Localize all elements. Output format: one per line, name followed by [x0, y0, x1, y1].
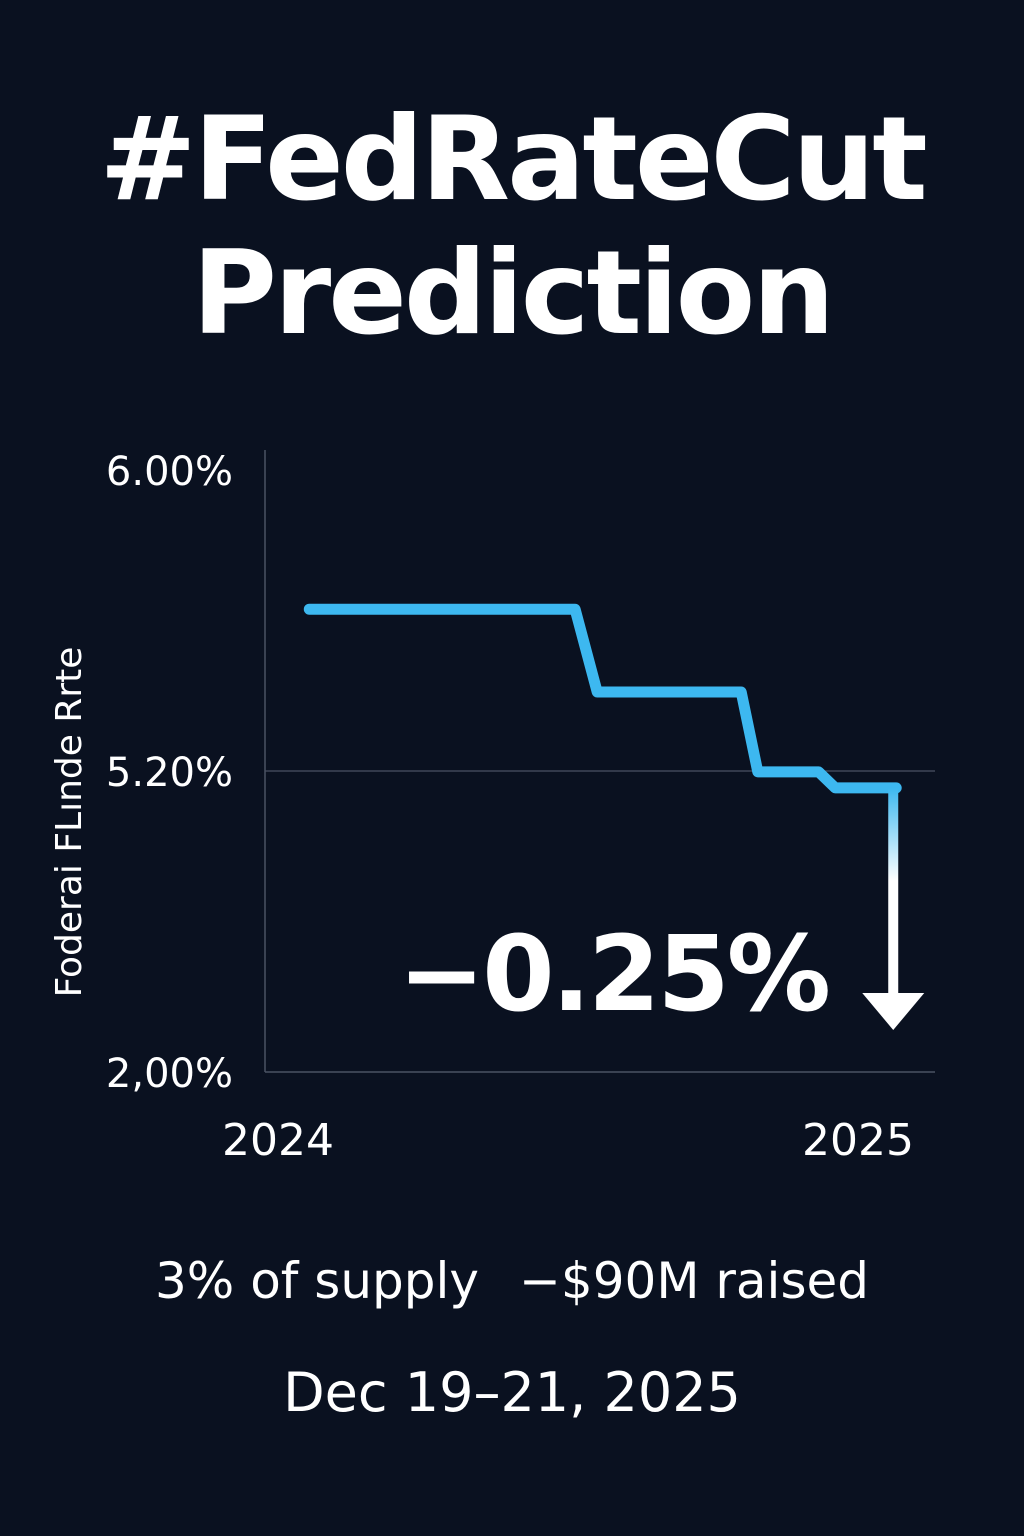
y-axis-title: Foderai FLınde Rrte — [49, 647, 90, 998]
y-tick-label: 6.00% — [106, 449, 233, 495]
stats-line: 3% of supply −$90M raised — [0, 1256, 1024, 1306]
rate-change-annotation: −0.25% — [398, 913, 828, 1035]
y-tick-label: 5.20% — [106, 750, 233, 796]
page-title-subtitle: Prediction — [192, 226, 835, 361]
down-arrow-head — [862, 993, 925, 1030]
supply-stat: 3% of supply — [155, 1252, 479, 1310]
page-title-hashtag: #FedRateCut — [99, 92, 927, 227]
down-arrow-shaft — [888, 787, 899, 995]
raised-stat: −$90M raised — [519, 1252, 869, 1310]
x-tick-label: 2025 — [802, 1115, 914, 1166]
y-tick-label: 2,00% — [106, 1051, 233, 1097]
x-tick-label: 2024 — [222, 1115, 334, 1166]
rate-series-line — [303, 603, 902, 794]
event-date: Dec 19–21, 2025 — [283, 1361, 741, 1424]
